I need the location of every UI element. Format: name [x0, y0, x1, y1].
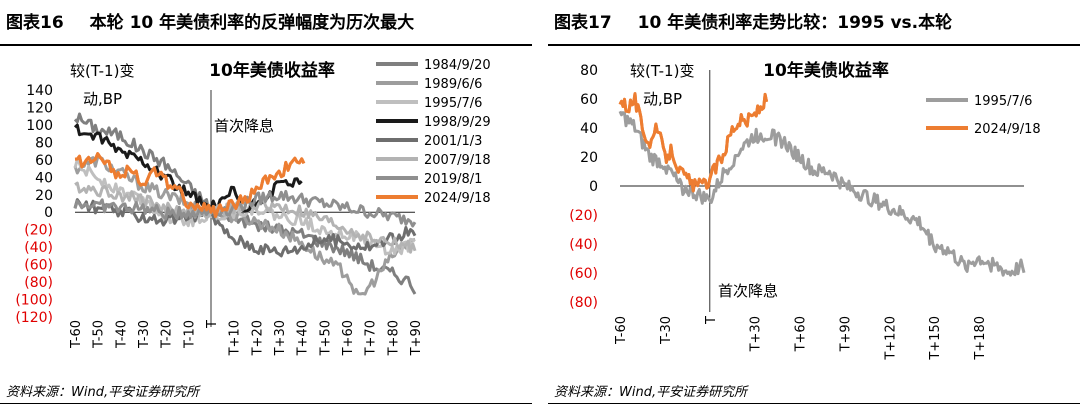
header-rule	[0, 44, 532, 46]
x-tick-label: T-50	[92, 320, 107, 349]
legend-label: 1989/6/6	[424, 77, 482, 92]
source-note: 资料来源：Wind,平安证券研究所	[6, 385, 200, 400]
chart-17: 80 60 40 20 0 (20) (40) (60) (80) T-60 T-30 T T+30 T+…	[569, 60, 1041, 361]
x-tick-label: T+30	[749, 316, 764, 352]
x-tick-label: T+60	[341, 320, 356, 356]
x-tick-label: T+60	[794, 316, 809, 352]
y-tick-label: (120)	[15, 310, 53, 326]
y-tick-label: 0	[44, 205, 53, 221]
x-tick-label: T-40	[114, 320, 129, 349]
y-axis-label: 动,BP	[643, 90, 682, 108]
y-tick-label: (60)	[24, 258, 53, 274]
annotation-first-cut: 首次降息	[214, 117, 274, 135]
x-tick-label: T+180	[973, 316, 988, 361]
y-tick-label: (20)	[569, 208, 598, 224]
legend-label: 2007/9/18	[424, 153, 491, 168]
x-tick-label: T-30	[659, 316, 674, 345]
figure-number: 图表16	[6, 13, 64, 33]
x-tick-label: T-60	[69, 320, 84, 349]
header-rule	[548, 44, 1080, 46]
x-tick-label: T+50	[318, 320, 333, 356]
legend-label: 2001/1/3	[424, 134, 482, 149]
y-tick-label: (60)	[569, 266, 598, 282]
y-axis-label: 动,BP	[83, 90, 122, 108]
footer-rule	[0, 403, 532, 404]
y-tick-label: 20	[580, 150, 598, 166]
series-line-1989-6-6	[73, 155, 416, 296]
y-tick-label: 100	[26, 118, 53, 134]
y-tick-label: 60	[35, 153, 53, 169]
legend-label: 2024/9/18	[424, 191, 491, 206]
y-tick-label: 20	[35, 188, 53, 204]
series-line-highlight	[74, 152, 306, 218]
y-tick-label: 60	[580, 92, 598, 108]
x-tick-label: T+90	[838, 316, 853, 352]
y-tick-label: (80)	[569, 295, 598, 311]
legend-label: 1995/7/6	[424, 96, 482, 111]
source-note: 资料来源：Wind,平安证券研究所	[554, 385, 748, 400]
y-tick-label: (100)	[15, 293, 53, 309]
y-tick-label: (80)	[24, 275, 53, 291]
y-axis-label: 较(T-1)变	[630, 62, 694, 80]
x-tick-label: T+80	[386, 320, 401, 356]
figure-title: 10 年美债利率走势比较：1995 vs.本轮	[637, 13, 953, 33]
y-tick-label: 80	[35, 135, 53, 151]
x-tick-label: T+30	[273, 320, 288, 356]
x-tick-label: T	[205, 320, 220, 329]
y-tick-label: 40	[580, 121, 598, 137]
x-tick-label: T+70	[364, 320, 379, 356]
series-line-highlight	[618, 92, 769, 193]
x-tick-label: T+120	[883, 316, 898, 361]
x-tick-label: T+150	[928, 316, 943, 361]
y-tick-label: 80	[580, 63, 598, 79]
y-tick-label: 140	[26, 83, 53, 99]
y-tick-label: 0	[589, 179, 598, 195]
figure-panel-16: 图表16 本轮 10 年美债利率的反弹幅度为历次最大 140 120 100 80 60 4…	[0, 0, 532, 412]
y-tick-label: (40)	[569, 237, 598, 253]
legend-label: 1995/7/6	[974, 94, 1032, 109]
y-tick-label: (40)	[24, 240, 53, 256]
chart-title: 10年美债收益率	[209, 60, 335, 81]
legend-label: 2019/8/1	[424, 172, 482, 187]
x-tick-label: T+90	[409, 320, 424, 356]
legend-label: 2024/9/18	[974, 122, 1041, 137]
series-line-2019-8-1	[73, 189, 417, 228]
y-axis-label: 较(T-1)变	[70, 62, 134, 80]
x-tick-label: T-30	[137, 320, 152, 349]
annotation-first-cut: 首次降息	[718, 282, 778, 300]
x-tick-label: T+20	[250, 320, 265, 356]
legend-label: 1998/9/29	[424, 115, 491, 130]
x-tick-label: T+10	[228, 320, 243, 356]
figure-title: 本轮 10 年美债利率的反弹幅度为历次最大	[89, 13, 415, 33]
x-tick-label: T+40	[296, 320, 311, 356]
figure-panel-17: 图表17 10 年美债利率走势比较：1995 vs.本轮 80 60 40 20 0 (20…	[548, 0, 1080, 412]
x-tick-label: T-60	[614, 316, 629, 345]
y-tick-label: (20)	[24, 223, 53, 239]
series-line-1984-9-20	[73, 112, 417, 295]
x-tick-label: T-20	[160, 320, 175, 349]
x-tick-label: T-10	[182, 320, 197, 349]
y-tick-label: 40	[35, 170, 53, 186]
y-tick-label: 120	[26, 100, 53, 116]
figure-header: 图表17 10 年美债利率走势比较：1995 vs.本轮	[554, 6, 1080, 40]
chart-title: 10年美债收益率	[763, 60, 889, 81]
footer-rule	[548, 403, 1080, 404]
figure-header: 图表16 本轮 10 年美债利率的反弹幅度为历次最大	[6, 6, 532, 40]
legend-label: 1984/9/20	[424, 58, 491, 73]
x-tick-label: T	[704, 316, 719, 325]
figure-number: 图表17	[554, 13, 612, 33]
series-line-1995-7-6	[618, 110, 1026, 277]
